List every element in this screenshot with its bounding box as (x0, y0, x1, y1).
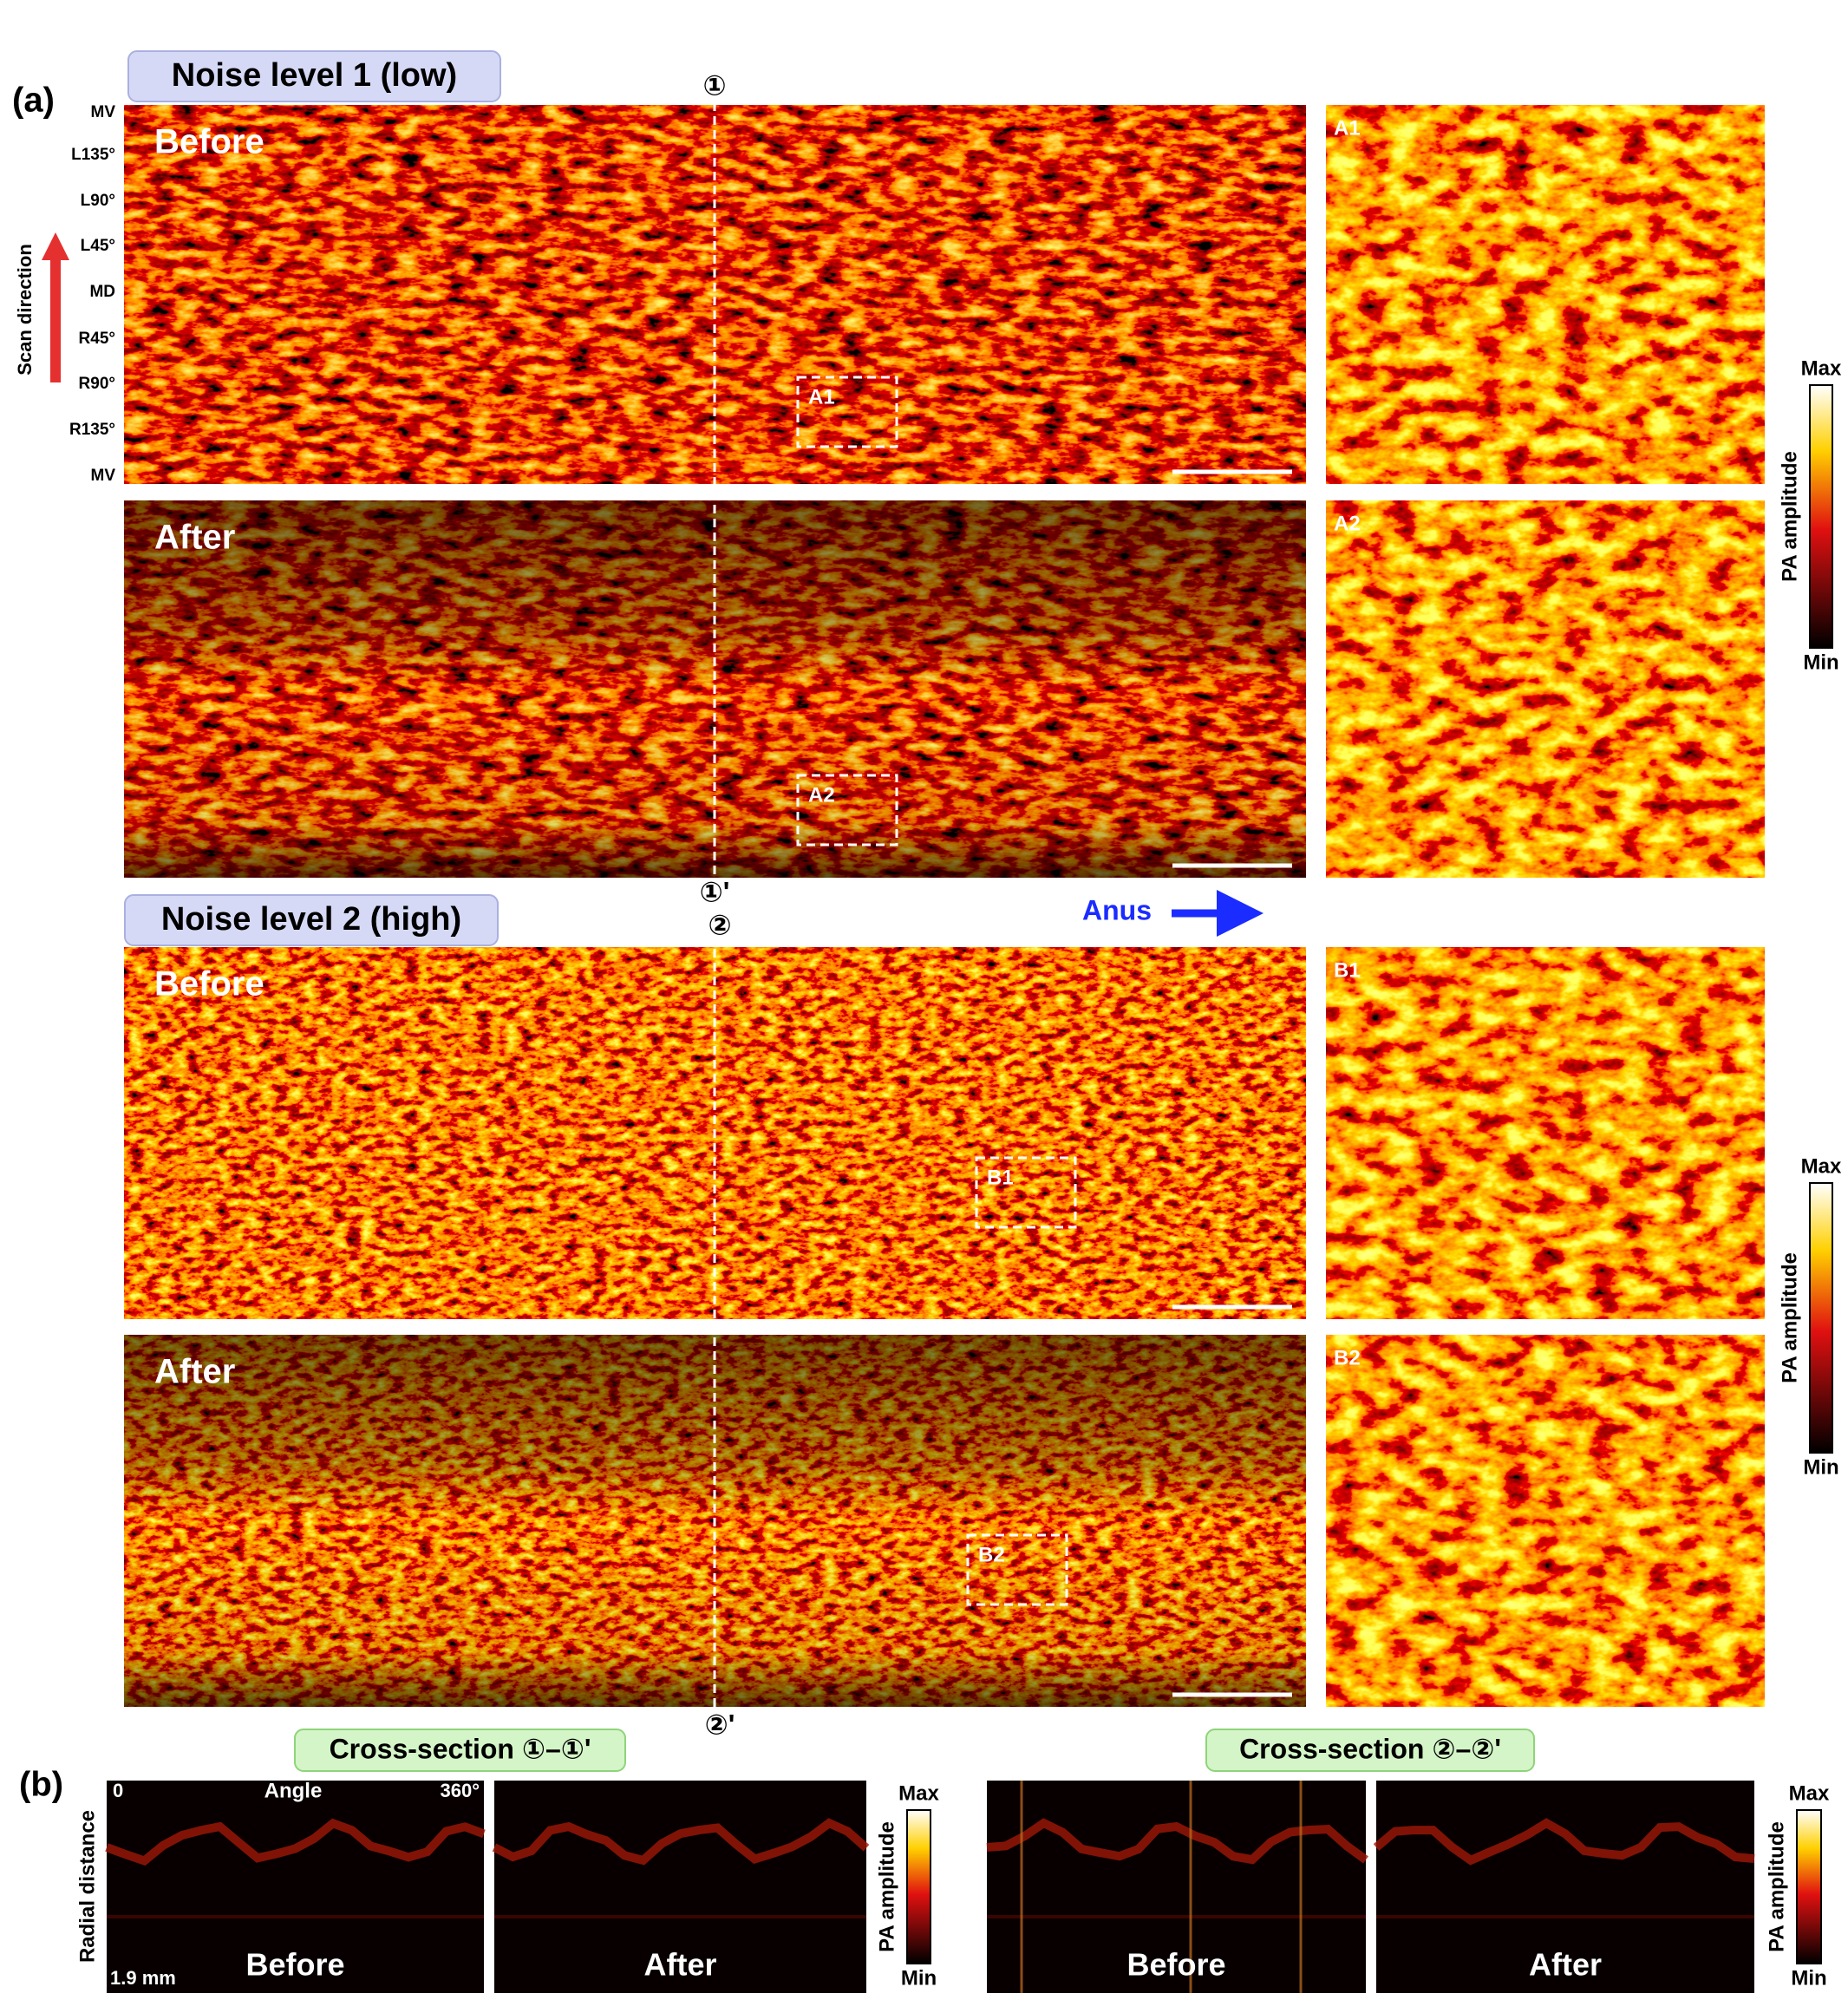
cross-section-label: Before (1126, 1947, 1225, 1983)
colorbar-label: PA amplitude (875, 1821, 898, 1952)
cross-section-label: After (643, 1947, 716, 1983)
inset-label: A1 (1334, 116, 1361, 140)
roi-label: B2 (978, 1543, 1005, 1566)
angle-label: MV (91, 467, 116, 485)
section-marker: ① (702, 69, 726, 101)
angle-label: MV (91, 103, 116, 121)
tissue-band (105, 1818, 486, 1866)
cross-section-image (987, 1781, 1366, 1993)
angle-label: L45° (81, 237, 115, 255)
content: (a) Scan direction MV L135° L90° L45° MD R45° R9… (12, 50, 1842, 1993)
roi-label: A2 (808, 783, 835, 807)
colorbar-min: Min (1791, 1966, 1826, 1990)
colorbar-max: Max (898, 1781, 939, 1805)
colorbar-label: PA amplitude (1765, 1821, 1788, 1952)
roi-box (975, 1156, 1077, 1229)
colorbar-max: Max (1801, 1154, 1842, 1178)
section-marker: ②' (705, 1709, 735, 1740)
section-marker: ①' (700, 876, 730, 907)
row-label: After (154, 1353, 235, 1391)
section-marker: ② (708, 909, 731, 940)
angle-label: R45° (79, 330, 115, 348)
roi-box (796, 774, 898, 846)
cross-section-label: After (1529, 1947, 1602, 1983)
title-box (124, 894, 499, 946)
roi-label: B1 (987, 1166, 1014, 1189)
panel-label: (a) (12, 82, 55, 120)
x-label: Angle (264, 1779, 323, 1802)
colorbar (1796, 1809, 1822, 1964)
row-label: Before (154, 123, 264, 161)
angle-label: R90° (79, 375, 115, 393)
roi-box (966, 1533, 1068, 1606)
angle-label: L135° (71, 146, 115, 164)
colorbar-min: Min (1803, 1455, 1838, 1479)
inset-image (1326, 1335, 1765, 1707)
cross-section-label: Before (245, 1947, 344, 1983)
colorbar (1809, 384, 1833, 649)
scale-label: 1.9 mm (110, 1967, 176, 1989)
cross-section-image (107, 1781, 484, 1993)
inset-label: A2 (1334, 512, 1361, 535)
title-box (1205, 1729, 1535, 1772)
panel-label: (b) (19, 1766, 63, 1804)
colorbar-max: Max (1789, 1781, 1830, 1805)
cross-section-image (1376, 1781, 1754, 1993)
inset-image (1326, 947, 1765, 1319)
group-title: Noise level 1 (low) (172, 57, 457, 94)
colorbar (1809, 1182, 1833, 1454)
roi-label: A1 (808, 385, 835, 408)
colorbar-min: Min (901, 1966, 937, 1990)
colorbar-label: PA amplitude (1778, 451, 1801, 582)
row-label: After (154, 519, 235, 557)
angle-label: MD (89, 283, 115, 301)
title-box (294, 1729, 626, 1772)
roi-box (796, 376, 898, 448)
x-start: 0 (113, 1780, 123, 1801)
inset-label: B1 (1334, 958, 1361, 982)
scan-direction: Scan direction (14, 244, 36, 376)
angle-label: R135° (69, 421, 115, 439)
tissue-band (986, 1818, 1368, 1865)
cross-section-image (494, 1781, 866, 1993)
section-title: Cross-section ②–②' (1239, 1733, 1501, 1764)
direction-label: Anus (1082, 894, 1152, 925)
scan-arrow-head (42, 232, 69, 260)
inset-image (1326, 500, 1765, 878)
tissue-image (124, 105, 1306, 484)
group-title: Noise level 2 (high) (161, 901, 461, 938)
tissue-band (492, 1818, 870, 1866)
colorbar-min: Min (1803, 650, 1838, 674)
inset-image (1326, 105, 1765, 484)
tissue-band (1373, 1818, 1755, 1866)
angle-label: L90° (81, 192, 115, 210)
colorbar-label: PA amplitude (1778, 1252, 1801, 1383)
colorbar (906, 1809, 931, 1964)
section-title: Cross-section ①–①' (330, 1733, 591, 1764)
title-box (127, 50, 501, 102)
x-end: 360° (440, 1780, 480, 1801)
inset-label: B2 (1334, 1346, 1361, 1369)
colorbar-max: Max (1801, 356, 1842, 380)
row-label: Before (154, 965, 264, 1003)
y-label: Radial distance (75, 1810, 99, 1963)
